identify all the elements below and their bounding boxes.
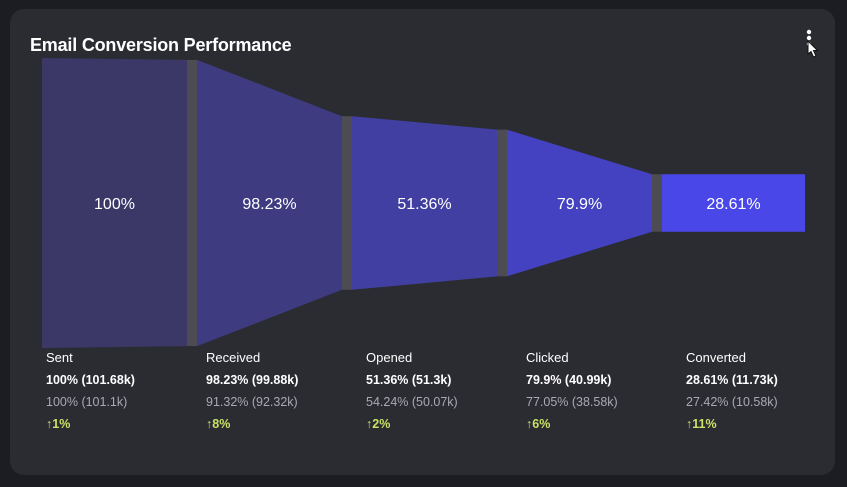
funnel-segment-opened[interactable] — [352, 116, 497, 290]
stage-name: Opened — [366, 350, 413, 365]
stage-change-badge: ↑2% — [366, 417, 391, 431]
funnel-segment-label: 100% — [94, 196, 135, 213]
stage-name: Received — [206, 350, 261, 365]
stage-name: Sent — [46, 350, 73, 365]
funnel-separator — [497, 129, 507, 277]
stage-received: Received 98.23% (99.88k) 91.32% (92.32k) ↑8… — [206, 347, 366, 435]
stage-change-badge: ↑8% — [206, 417, 231, 431]
stage-change-badge: ↑1% — [46, 417, 71, 431]
stage-current-value: 51.36% (51.3k) — [366, 373, 452, 387]
funnel-segment-received[interactable] — [197, 59, 342, 347]
funnel-separator — [652, 174, 662, 232]
stage-previous-value: 77.05% (38.58k) — [526, 395, 618, 409]
stage-current-value: 28.61% (11.73k) — [686, 373, 778, 387]
stage-name: Clicked — [526, 350, 569, 365]
stage-current-value: 100% (101.68k) — [46, 373, 135, 387]
stage-change-badge: ↑6% — [526, 417, 551, 431]
card-title: Email Conversion Performance — [30, 35, 292, 55]
stage-name: Converted — [686, 350, 746, 365]
stage-opened: Opened 51.36% (51.3k) 54.24% (50.07k) ↑2% — [366, 347, 526, 435]
stage-change-badge: ↑11% — [686, 417, 717, 431]
funnel-segment-converted[interactable] — [662, 174, 805, 232]
stage-previous-value: 100% (101.1k) — [46, 395, 128, 409]
funnel-segment-sent[interactable] — [42, 58, 187, 348]
stage-converted: Converted 28.61% (11.73k) 27.42% (10.58k) ↑… — [686, 347, 846, 435]
funnel-segment-label: 28.61% — [706, 196, 760, 213]
stage-sent: Sent 100% (101.68k) 100% (101.1k) ↑1% — [46, 347, 206, 435]
funnel-segment-label: 98.23% — [242, 196, 296, 213]
funnel-segment-clicked[interactable] — [507, 129, 652, 277]
stage-current-value: 98.23% (99.88k) — [206, 373, 299, 387]
stage-previous-value: 54.24% (50.07k) — [366, 395, 458, 409]
funnel-segment-label: 79.9% — [557, 196, 602, 213]
stage-current-value: 79.9% (40.99k) — [526, 373, 612, 387]
funnel-separator — [187, 59, 197, 347]
funnel-separator — [342, 116, 352, 290]
stage-previous-value: 91.32% (92.32k) — [206, 395, 298, 409]
stage-previous-value: 27.42% (10.58k) — [686, 395, 778, 409]
vertical-ellipsis-icon[interactable] — [802, 27, 826, 61]
stage-clicked: Clicked 79.9% (40.99k) 77.05% (38.58k) ↑6% — [526, 347, 686, 435]
funnel-card: Email Conversion Performance 100% 98.23% 5… — [10, 9, 835, 475]
funnel-segment-label: 51.36% — [397, 196, 451, 213]
funnel-chart: 100% 98.23% 51.36% 79.9% 28.61% — [42, 58, 805, 348]
